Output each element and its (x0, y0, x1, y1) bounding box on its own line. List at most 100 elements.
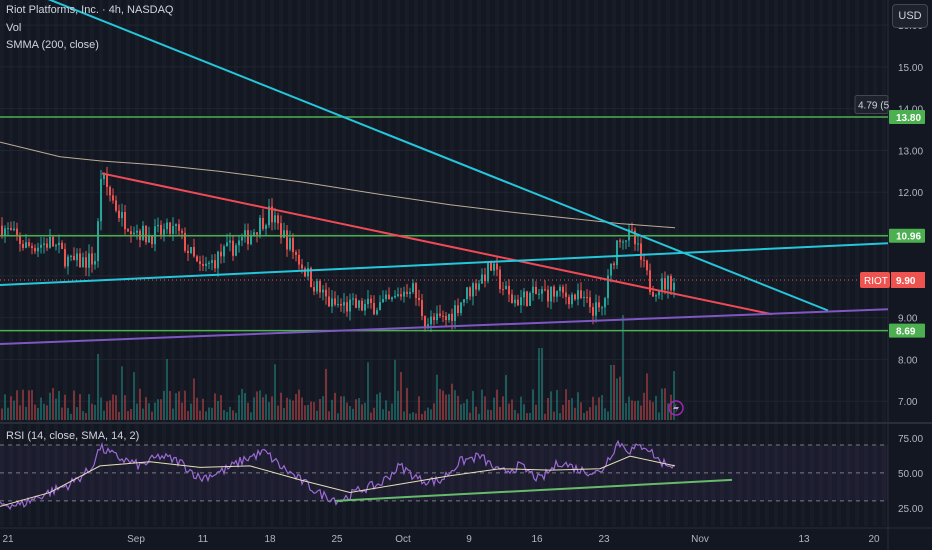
candle-body (229, 240, 231, 243)
candle-body (529, 293, 531, 306)
candle-body (619, 240, 621, 242)
candle-body (562, 286, 564, 293)
session-stripe (27, 0, 31, 526)
candle-body (253, 232, 255, 235)
volume-bar (658, 412, 660, 420)
volume-bar (67, 407, 69, 420)
candle-body (352, 298, 354, 300)
volume-bar (331, 399, 333, 420)
volume-bar (673, 371, 675, 420)
candle-body (283, 230, 285, 238)
volume-bar (646, 373, 648, 420)
volume-bar (451, 383, 453, 420)
volume-bar (439, 389, 441, 420)
volume-bar (574, 407, 576, 420)
candle-body (661, 278, 663, 292)
candle-body (451, 313, 453, 321)
session-stripe (873, 0, 877, 526)
session-stripe (261, 0, 265, 526)
candle-body (277, 215, 279, 224)
candle-body (355, 298, 357, 308)
candle-body (430, 316, 432, 325)
session-stripe (117, 0, 121, 526)
candle-body (64, 248, 66, 267)
y-tick-label: 13.00 (898, 146, 923, 157)
candle-body (424, 315, 426, 328)
candle-body (157, 224, 159, 227)
volume-bar (550, 391, 552, 420)
volume-bar (40, 397, 42, 420)
currency-button[interactable]: USD (892, 4, 928, 28)
candle-body (643, 259, 645, 261)
volume-bar (664, 388, 666, 420)
volume-bar (70, 413, 72, 420)
volume-bar (142, 408, 144, 420)
volume-bar (502, 396, 504, 420)
session-stripe (252, 0, 256, 526)
level-badge-label: 10.96 (896, 232, 921, 243)
session-stripe (558, 0, 562, 526)
candle-body (634, 230, 636, 245)
volume-bar (229, 406, 231, 420)
volume-bar (127, 411, 129, 420)
candle-body (538, 293, 540, 295)
candle-body (466, 287, 468, 300)
candle-body (550, 286, 552, 302)
volume-bar (640, 405, 642, 420)
y-tick-label: 7.00 (898, 397, 918, 408)
candle-body (517, 299, 519, 306)
volume-bar (136, 403, 138, 420)
volume-bar (655, 395, 657, 420)
volume-bar (427, 407, 429, 420)
candle-body (664, 278, 666, 290)
rsi-trend-line (334, 478, 733, 502)
volume-bar (442, 390, 444, 420)
volume-bar (367, 362, 369, 420)
x-tick-label: Nov (691, 534, 709, 545)
candle-body (565, 292, 567, 297)
volume-bar (181, 402, 183, 420)
session-stripe (630, 0, 634, 526)
legend-title: Riot Platforms, Inc. · 4h, NASDAQ (6, 4, 174, 16)
candle-body (541, 289, 543, 294)
candle-body (13, 228, 15, 231)
volume-bar (412, 412, 414, 420)
candle-body (655, 295, 657, 297)
volume-bar (433, 403, 435, 420)
session-stripe (504, 0, 508, 526)
volume-bar (448, 394, 450, 420)
candle-body (436, 313, 438, 321)
candle-body (172, 226, 174, 234)
volume-bar (520, 396, 522, 420)
volume-bar (418, 396, 420, 420)
volume-bar (22, 389, 24, 420)
lightning-icon (668, 400, 684, 416)
candle-body (241, 237, 243, 241)
session-stripe (567, 0, 571, 526)
candle-body (376, 310, 378, 315)
volume-bar (235, 412, 237, 420)
volume-bar (115, 395, 117, 420)
volume-bar (103, 410, 105, 420)
candle-body (292, 238, 294, 253)
session-stripe (837, 0, 841, 526)
volume-bar (652, 402, 654, 420)
volume-bar (373, 407, 375, 420)
volume-bar (589, 407, 591, 420)
volume-bar (475, 406, 477, 420)
candle-body (103, 173, 105, 180)
volume-bar (298, 389, 300, 420)
smma-line (0, 141, 676, 229)
volume-bar (334, 392, 336, 420)
volume-bar (598, 397, 600, 420)
candle-body (265, 225, 267, 229)
session-stripe (675, 0, 679, 526)
alert-badge (854, 94, 889, 114)
candle-body (142, 225, 144, 240)
volume-bar (430, 409, 432, 420)
session-stripe (288, 0, 292, 526)
candle-body (439, 313, 441, 316)
candle-body (199, 261, 201, 265)
candle-body (568, 296, 570, 305)
